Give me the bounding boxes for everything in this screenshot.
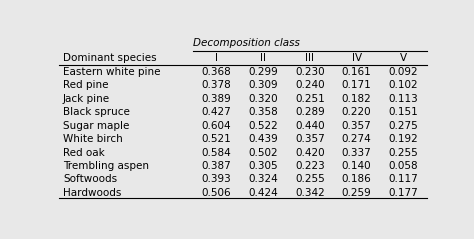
Text: I: I [215,53,218,63]
Text: 0.220: 0.220 [342,107,372,117]
Text: 0.259: 0.259 [342,188,372,198]
Text: 0.255: 0.255 [295,174,325,185]
Text: 0.368: 0.368 [202,67,231,77]
Text: 0.424: 0.424 [248,188,278,198]
Text: White birch: White birch [63,134,123,144]
Text: 0.358: 0.358 [248,107,278,117]
Text: 0.289: 0.289 [295,107,325,117]
Text: 0.420: 0.420 [295,147,325,158]
Text: 0.521: 0.521 [202,134,231,144]
Text: 0.522: 0.522 [248,121,278,131]
Text: 0.223: 0.223 [295,161,325,171]
Text: 0.299: 0.299 [248,67,278,77]
Text: 0.342: 0.342 [295,188,325,198]
Text: 0.140: 0.140 [342,161,372,171]
Text: 0.506: 0.506 [202,188,231,198]
Text: IV: IV [352,53,362,63]
Text: 0.309: 0.309 [248,80,278,90]
Text: 0.439: 0.439 [248,134,278,144]
Text: 0.102: 0.102 [389,80,418,90]
Text: Softwoods: Softwoods [63,174,117,185]
Text: Decomposition class: Decomposition class [193,38,300,48]
Text: 0.186: 0.186 [342,174,372,185]
Text: III: III [305,53,314,63]
Text: 0.182: 0.182 [342,94,372,104]
Text: 0.171: 0.171 [342,80,372,90]
Text: 0.230: 0.230 [295,67,325,77]
Text: 0.357: 0.357 [295,134,325,144]
Text: 0.305: 0.305 [248,161,278,171]
Text: 0.502: 0.502 [248,147,278,158]
Text: 0.357: 0.357 [342,121,372,131]
Text: Eastern white pine: Eastern white pine [63,67,160,77]
Text: Red oak: Red oak [63,147,105,158]
Text: 0.192: 0.192 [388,134,418,144]
Text: Sugar maple: Sugar maple [63,121,129,131]
Text: Black spruce: Black spruce [63,107,130,117]
Text: 0.274: 0.274 [342,134,372,144]
Text: 0.378: 0.378 [202,80,231,90]
Text: 0.092: 0.092 [389,67,418,77]
Text: Red pine: Red pine [63,80,109,90]
Text: II: II [260,53,266,63]
Text: 0.255: 0.255 [388,147,418,158]
Text: Hardwoods: Hardwoods [63,188,121,198]
Text: 0.151: 0.151 [388,107,418,117]
Text: 0.275: 0.275 [388,121,418,131]
Text: 0.389: 0.389 [202,94,231,104]
Text: 0.440: 0.440 [295,121,325,131]
Text: 0.113: 0.113 [388,94,418,104]
Text: Dominant species: Dominant species [63,53,156,63]
Text: 0.324: 0.324 [248,174,278,185]
Text: 0.427: 0.427 [202,107,231,117]
Text: 0.177: 0.177 [388,188,418,198]
Text: 0.604: 0.604 [202,121,231,131]
Text: 0.240: 0.240 [295,80,325,90]
Text: 0.117: 0.117 [388,174,418,185]
Text: 0.161: 0.161 [342,67,372,77]
Text: 0.251: 0.251 [295,94,325,104]
Text: 0.584: 0.584 [202,147,231,158]
Text: 0.337: 0.337 [342,147,372,158]
Text: Trembling aspen: Trembling aspen [63,161,149,171]
Text: V: V [400,53,407,63]
Text: 0.058: 0.058 [389,161,418,171]
Text: 0.320: 0.320 [248,94,278,104]
Text: 0.393: 0.393 [202,174,231,185]
Text: Jack pine: Jack pine [63,94,110,104]
Text: 0.387: 0.387 [202,161,231,171]
